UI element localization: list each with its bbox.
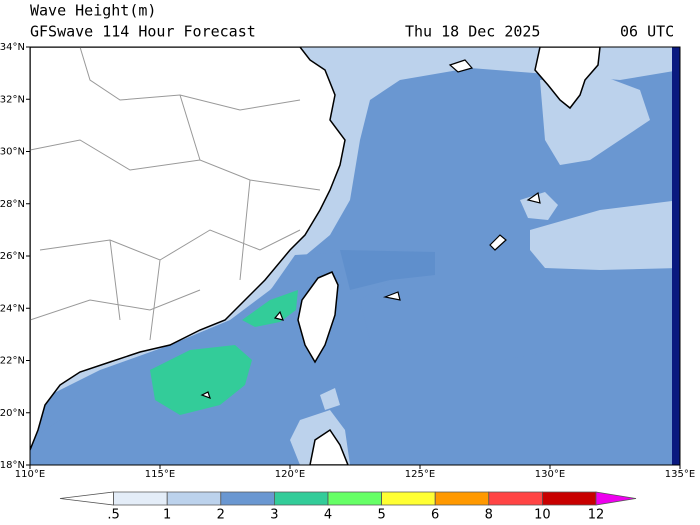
sea-2-3m [340, 250, 435, 290]
sea-3-4m [150, 345, 252, 415]
islands [200, 59, 541, 400]
lat-label: 24°N [0, 303, 25, 314]
colorbar-label: 3 [270, 508, 278, 523]
lon-label: 115°E [145, 469, 175, 480]
lon-label: 125°E [405, 469, 435, 480]
lat-label: 34°N [0, 42, 25, 53]
land-china [30, 47, 346, 451]
colorbar-label: 10 [534, 508, 551, 523]
colorbar-label: 5 [377, 508, 385, 523]
colorbar-label: 4 [324, 508, 332, 523]
colorbar-label: 12 [588, 508, 605, 523]
subtitle: GFSwave 114 Hour Forecast [30, 23, 256, 41]
colorbar-segment [327, 491, 382, 506]
province-borders [30, 47, 321, 341]
land-luzon [309, 428, 349, 465]
title: Wave Height(m) [30, 2, 156, 20]
land-kyushu [534, 47, 601, 110]
date: Thu 18 Dec 2025 [405, 23, 540, 41]
colorbar-segment [381, 491, 436, 506]
edge-strip [672, 47, 680, 465]
lat-label: 22°N [0, 356, 25, 367]
lat-label: 20°N [0, 408, 25, 419]
lat-label: 28°N [0, 199, 25, 210]
map-area [30, 47, 680, 465]
lat-label: 18°N [0, 460, 25, 471]
lon-label: 130°E [535, 469, 565, 480]
colorbar-label: 1 [163, 508, 171, 523]
lat-label: 26°N [0, 251, 25, 262]
colorbar-segment [434, 491, 490, 506]
colorbar-label: 2 [217, 508, 225, 523]
lon-label: 120°E [275, 469, 305, 480]
sea-1-2m [530, 200, 680, 270]
lat-label: 30°N [0, 147, 25, 158]
colorbar-segment [59, 491, 114, 506]
lat-label: 32°N [0, 94, 25, 105]
colorbar-label: 8 [485, 508, 493, 523]
colorbar-label: .5 [107, 508, 119, 523]
lon-label: 110°E [15, 469, 45, 480]
land-taiwan [297, 271, 339, 364]
colorbar-label: 6 [431, 508, 439, 523]
time: 06 UTC [620, 23, 674, 41]
colorbar-segment [113, 491, 168, 506]
colorbar-segment [220, 491, 275, 506]
sea-1-2m [320, 388, 340, 410]
sea-3-4m [242, 290, 298, 327]
colorbar-segment [488, 491, 543, 506]
lon-label: 135°E [665, 469, 695, 480]
colorbar-segment [542, 491, 597, 506]
colorbar-segment [166, 491, 222, 506]
colorbar-segment [595, 491, 637, 506]
colorbar-segment [274, 491, 329, 506]
